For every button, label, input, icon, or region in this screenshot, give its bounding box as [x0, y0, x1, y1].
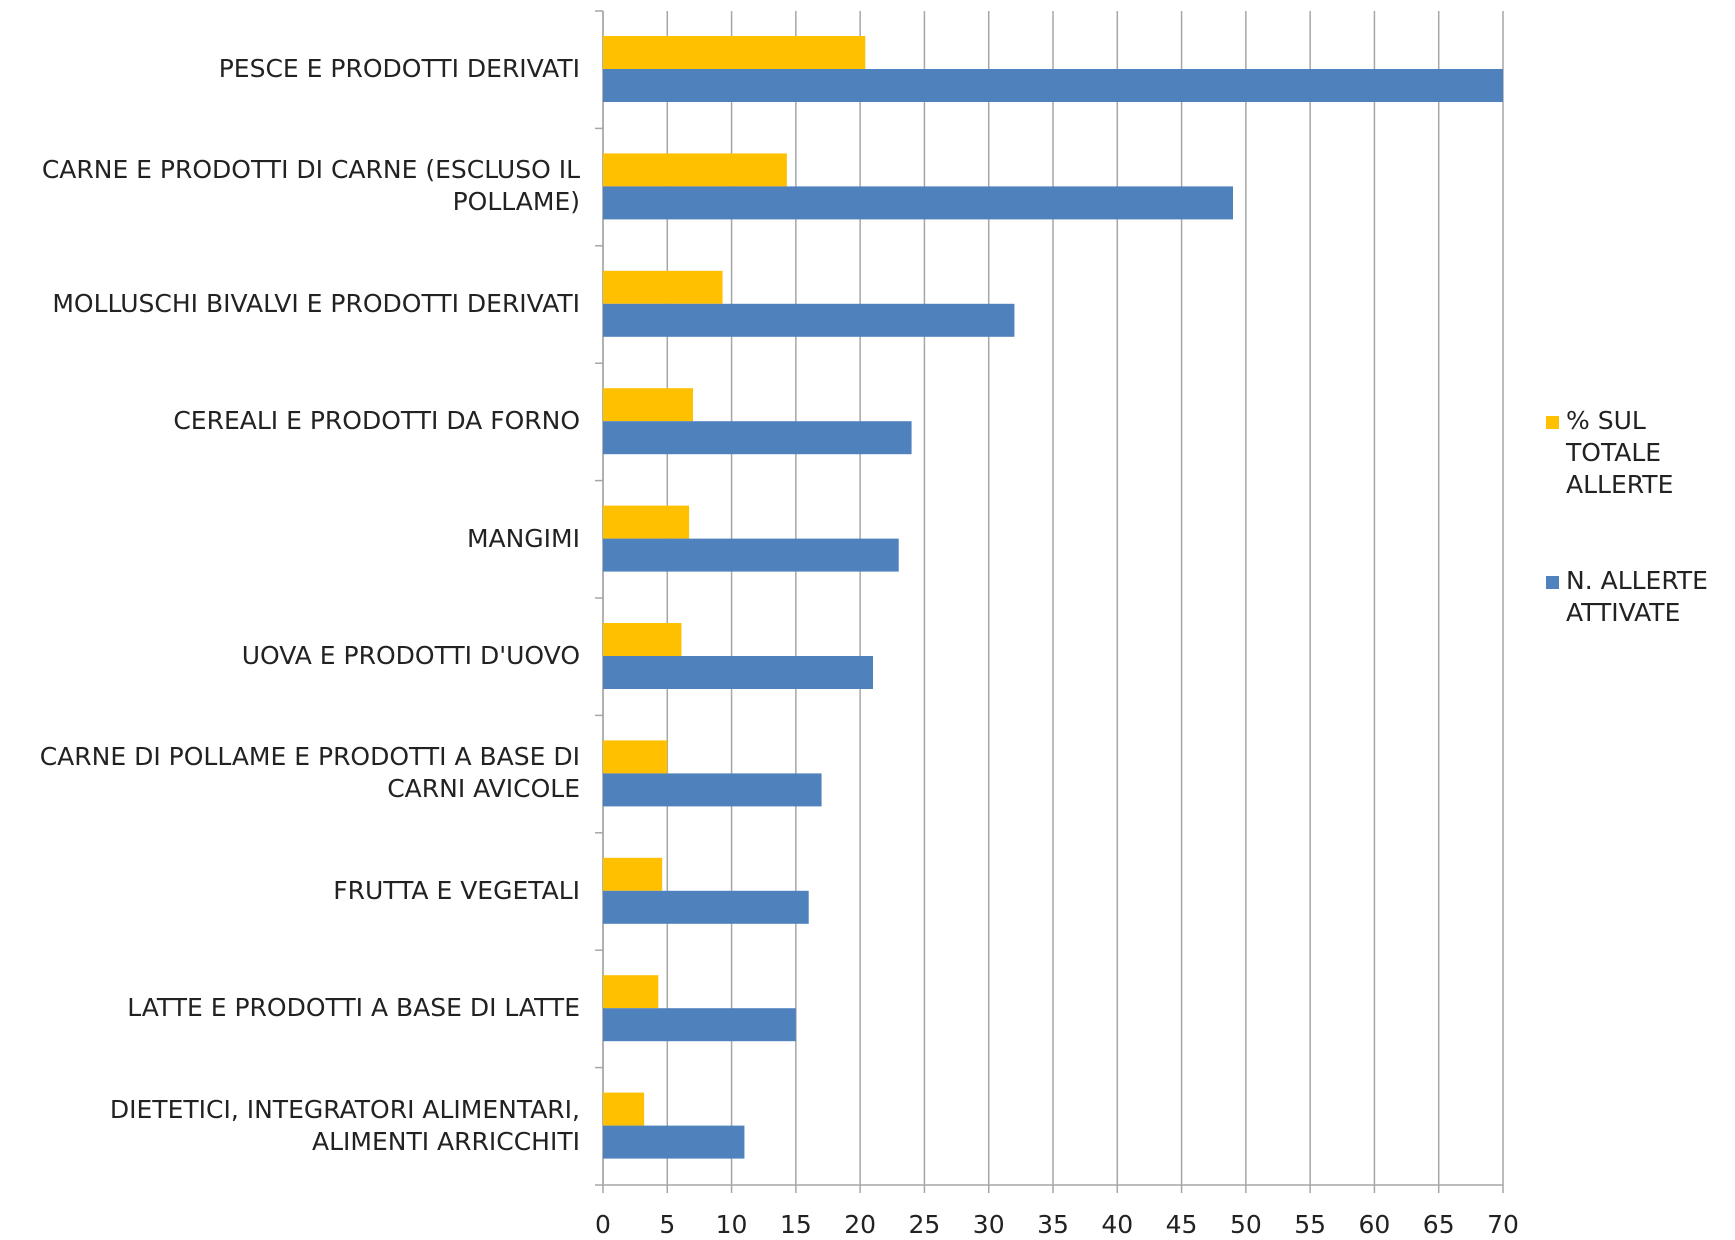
y-tick-label: PESCE E PRODOTTI DERIVATI [218, 54, 580, 83]
bar [603, 153, 787, 187]
x-tick-label: 30 [973, 1210, 1005, 1239]
bar [603, 975, 659, 1009]
y-tick-label: UOVA E PRODOTTI D'UOVO [241, 641, 580, 670]
x-tick-label: 20 [844, 1210, 876, 1239]
x-tick-label: 15 [780, 1210, 812, 1239]
bar [603, 303, 1015, 337]
bar [603, 1092, 645, 1126]
x-tick-label: 0 [595, 1210, 611, 1239]
bar [603, 890, 809, 924]
y-tick-label: FRUTTA E VEGETALI [333, 875, 580, 905]
x-tick-label: 70 [1487, 1210, 1519, 1239]
bar [603, 773, 822, 807]
y-tick-label: CEREALI E PRODOTTI DA FORNO [173, 406, 580, 436]
bar [603, 270, 723, 304]
legend-label: N. ALLERTE ATTIVATE [1566, 566, 1708, 627]
y-tick-label: MOLLUSCHI BIVALVI E PRODOTTI DERIVATI [52, 288, 580, 318]
x-tick-label: 65 [1423, 1210, 1455, 1239]
bar [603, 36, 866, 69]
bar [603, 186, 1233, 220]
bar [603, 857, 663, 891]
legend-label: % SUL TOTALE ALLERTE [1566, 406, 1674, 499]
y-tick-label: CARNE DI POLLAME E PRODOTTI A BASE DI CA… [39, 742, 580, 804]
legend-swatch [1546, 576, 1559, 589]
x-tick-label: 40 [1101, 1210, 1133, 1239]
bar [603, 505, 690, 539]
y-tick-label: DIETETICI, INTEGRATORI ALIMENTARI, ALIME… [109, 1094, 580, 1156]
x-tick-label: 10 [716, 1210, 748, 1239]
bar [603, 623, 682, 656]
x-tick-label: 35 [1037, 1210, 1069, 1239]
bar [603, 740, 668, 774]
bar [603, 388, 693, 422]
bar [603, 538, 899, 572]
x-tick-label: 50 [1230, 1210, 1262, 1239]
x-tick-label: 45 [1166, 1210, 1198, 1239]
bar [603, 421, 912, 455]
y-tick-label: LATTE E PRODOTTI A BASE DI LATTE [127, 993, 580, 1023]
x-tick-label: 5 [659, 1210, 675, 1239]
bar [603, 69, 1503, 102]
bar [603, 656, 873, 689]
y-tick-label: MANGIMI [466, 523, 580, 553]
y-tick-label: CARNE E PRODOTTI DI CARNE (ESCLUSO IL PO… [41, 155, 580, 217]
x-tick-label: 25 [909, 1210, 941, 1239]
legend-swatch [1546, 416, 1559, 429]
x-tick-label: 55 [1294, 1210, 1326, 1239]
x-tick-label: 60 [1359, 1210, 1391, 1239]
bar [603, 1008, 796, 1042]
bar [603, 1125, 745, 1159]
